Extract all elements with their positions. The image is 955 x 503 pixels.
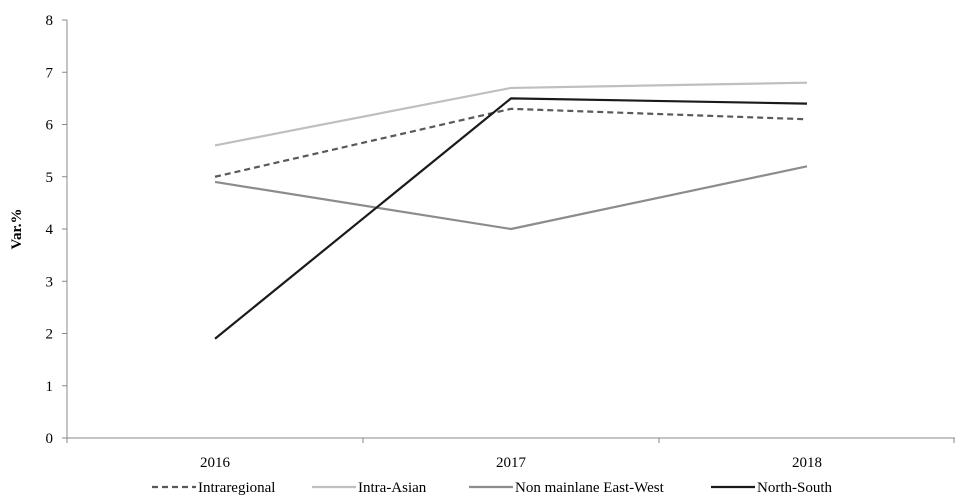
series-lines	[214, 81, 808, 340]
legend: Intraregional Intra-Asian Non mainlane Eas…	[152, 480, 833, 496]
y-tick-label: 4	[46, 222, 54, 238]
y-tick-label: 6	[46, 118, 54, 134]
series-line-2	[214, 165, 808, 231]
y-tick-label: 3	[46, 274, 54, 290]
x-tick-label: 2018	[792, 455, 822, 471]
legend-label: North-South	[757, 480, 833, 496]
y-tick-label: 8	[46, 13, 54, 29]
y-axis: 0 1 2 3 4 5 6 7 8	[46, 13, 68, 447]
y-tick-label: 0	[46, 431, 54, 447]
legend-item: Intra-Asian	[312, 480, 427, 496]
y-axis-title: Var.%	[9, 209, 25, 250]
y-tick-label: 5	[46, 170, 54, 186]
series-line-3	[214, 97, 808, 340]
legend-label: Non mainlane East-West	[515, 480, 665, 496]
legend-item: Intraregional	[152, 480, 275, 496]
legend-label: Intraregional	[198, 480, 275, 496]
series-line-0	[214, 107, 808, 178]
legend-label: Intra-Asian	[358, 480, 427, 496]
legend-item: Non mainlane East-West	[469, 480, 665, 496]
y-tick-label: 1	[46, 379, 54, 395]
y-tick-label: 7	[46, 65, 54, 81]
series-line-1	[214, 81, 808, 147]
x-tick-label: 2017	[496, 455, 527, 471]
y-tick-label: 2	[46, 327, 54, 343]
x-axis: 2016 2017 2018	[66, 437, 955, 471]
legend-item: North-South	[711, 480, 833, 496]
x-tick-label: 2016	[200, 455, 231, 471]
